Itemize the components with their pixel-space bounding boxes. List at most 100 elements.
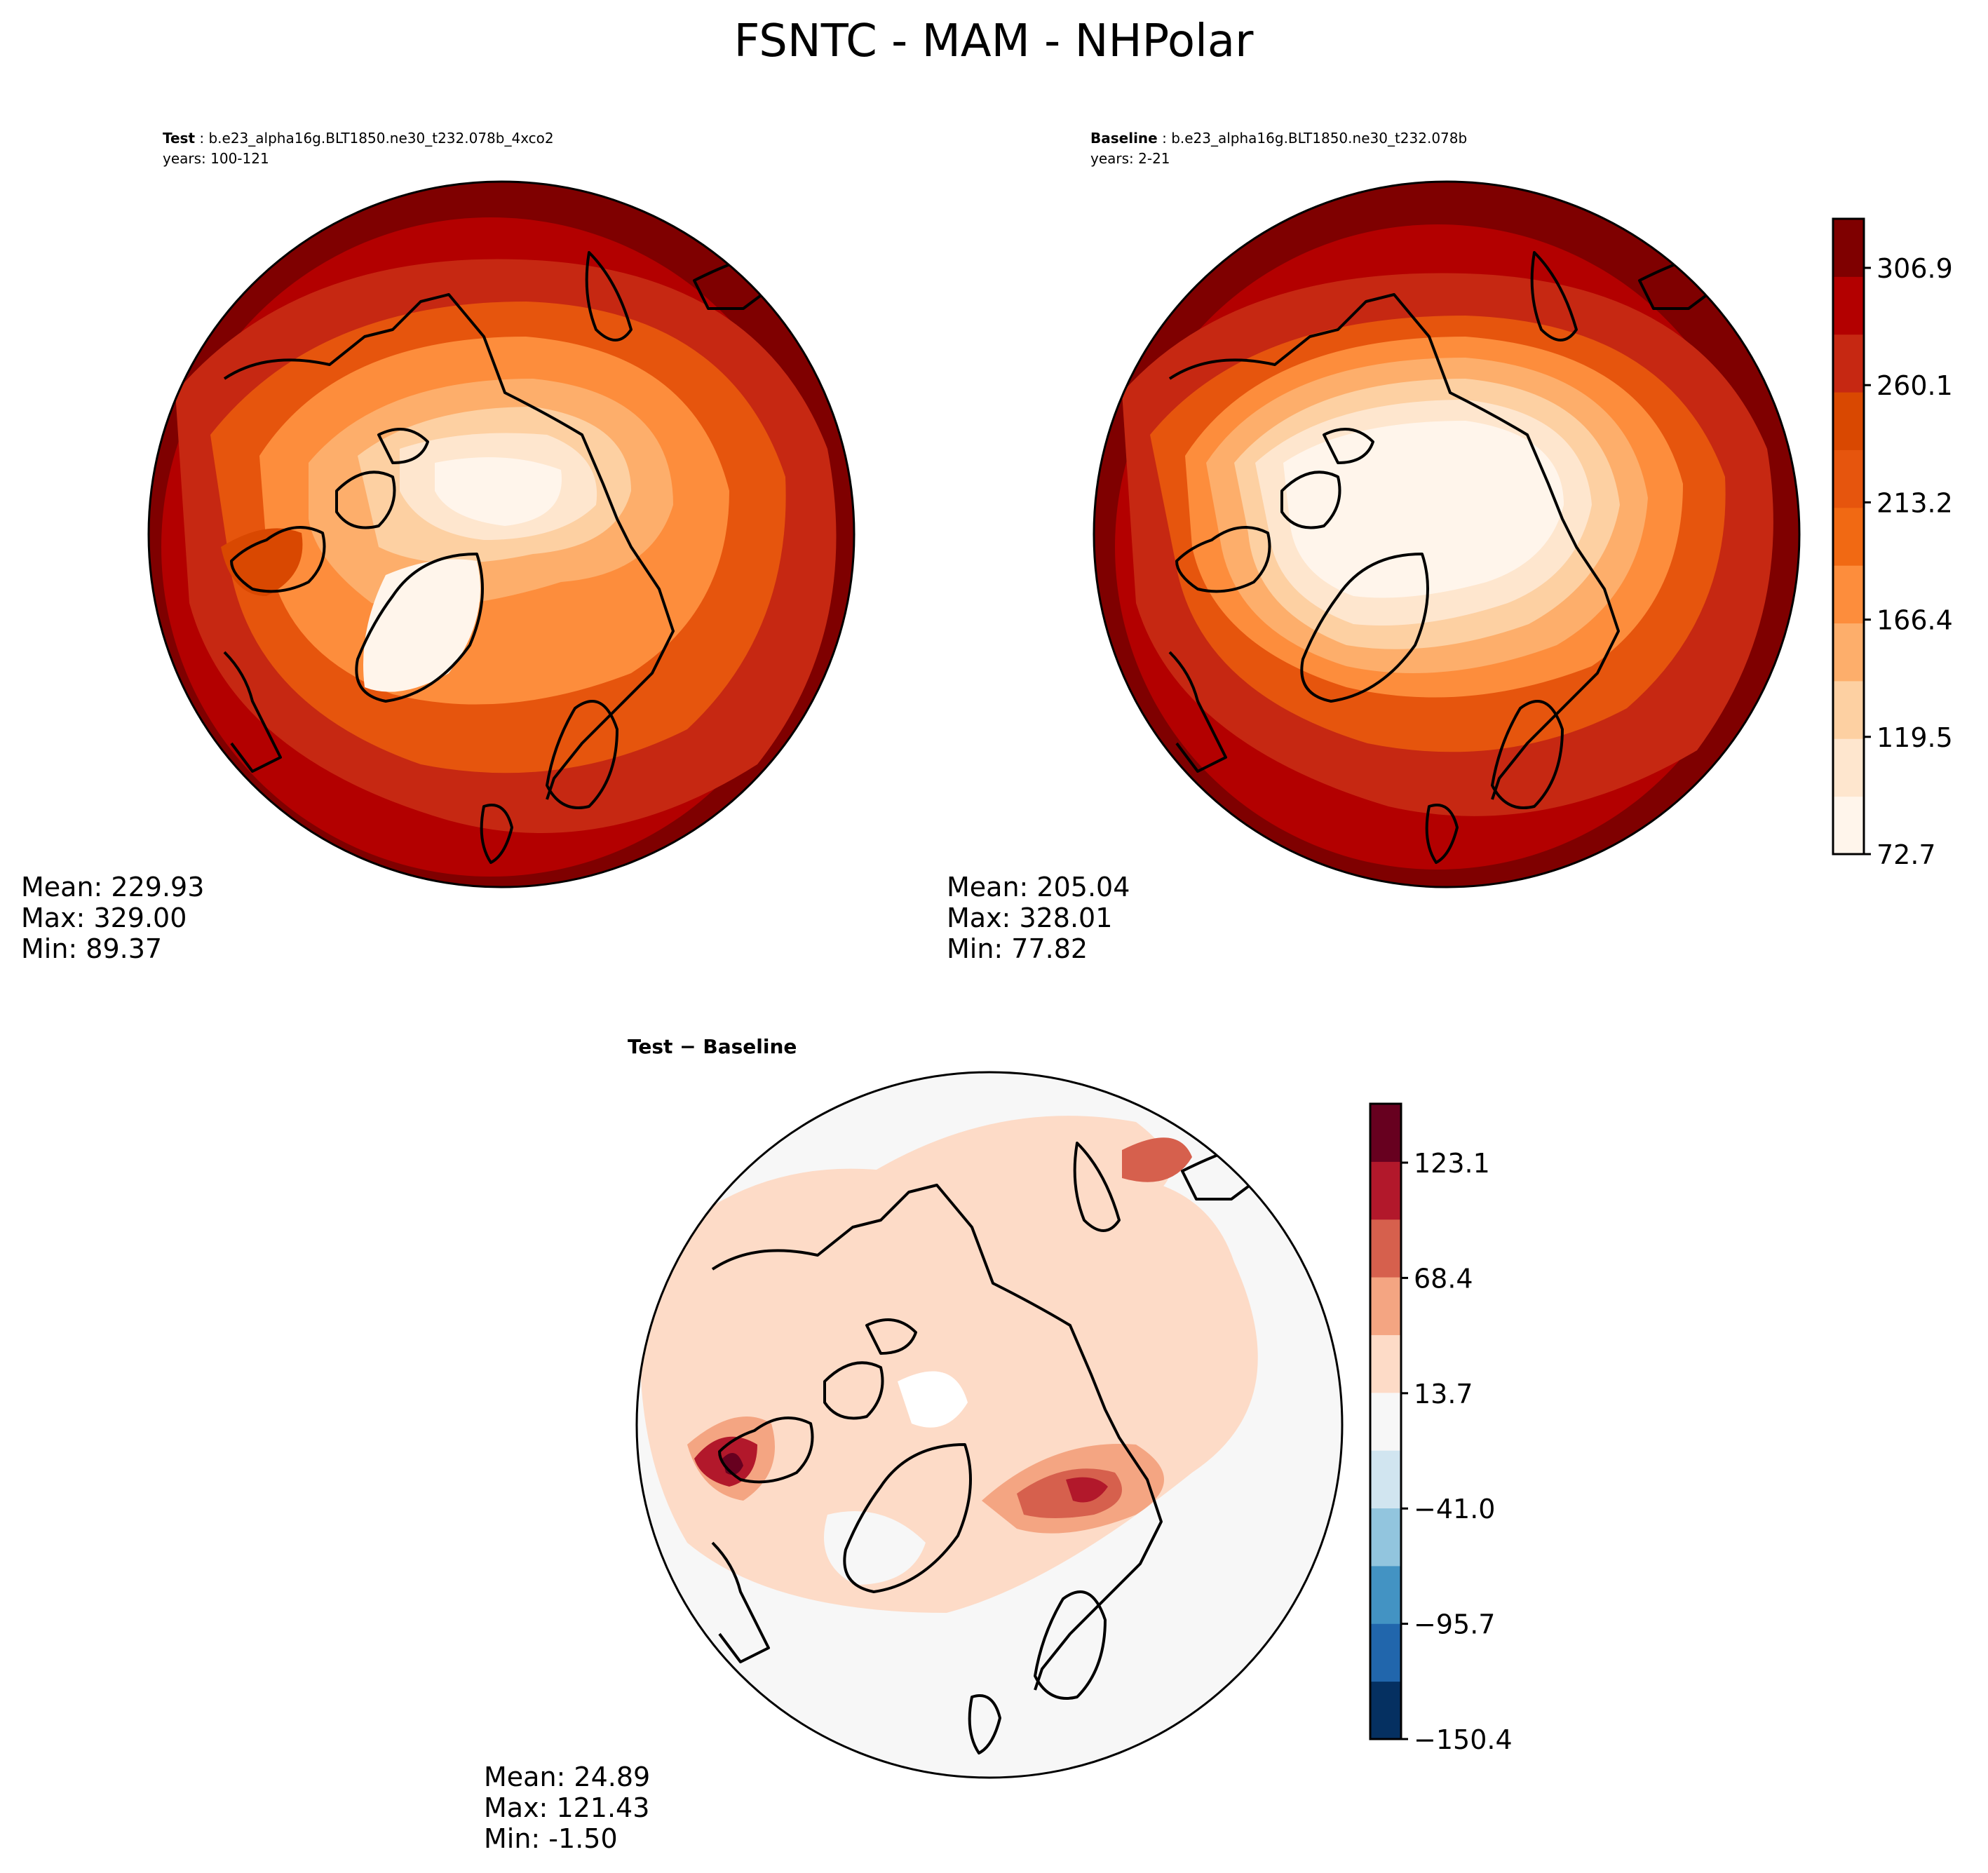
figure-title: FSNTC - MAM - NHPolar [734,15,1254,67]
alaska-peninsula [585,251,633,342]
baseline-map-border [1093,180,1801,888]
test-contour-level [435,457,562,526]
colorbar-frame [1369,1102,1402,1740]
test-map-border [147,180,856,888]
scandinavia-outline [546,700,618,809]
test-stat-min: Min: 89.37 [21,933,162,964]
scandinavia-outline [1034,1590,1107,1700]
arctic-island [377,428,429,464]
difference-map-border [635,1071,1344,1779]
labrador-coast [223,651,282,773]
difference-stat-min: Min: -1.50 [484,1823,618,1854]
colorbar-segment [1370,1392,1401,1451]
difference-colorbar: 123.1 68.4 13.7 −41.0 −95.7 −150.4 [1369,1102,1513,1755]
test-stat-max: Max: 329.00 [21,902,187,933]
test-panel-years: years: 100-121 [163,150,269,167]
baseline-stat-max: Max: 328.01 [947,902,1112,933]
colorbar-segment [1370,1623,1401,1682]
greenland-field [363,559,480,692]
test-coastlines [223,251,773,864]
test-map [149,182,854,887]
baseline-stat-min: Min: 77.82 [947,933,1088,964]
colorbar-tick-label: 68.4 [1414,1263,1473,1294]
colorbar-segment [1370,1277,1401,1335]
colorbar-segment [1370,1508,1401,1567]
colorbar-segment [1370,1104,1401,1162]
hudson-bay-outline [718,1416,814,1484]
colorbar-segment [1370,1334,1401,1393]
colorbar-tick-label: 260.1 [1877,370,1953,401]
arctic-island [1323,428,1374,464]
colorbar-segment [1370,1161,1401,1220]
baseline-coastlines [1168,251,1718,864]
diff-coastlines [711,1142,1261,1754]
main-colorbar: 306.9 260.1 213.2 166.4 119.5 72.7 [1832,217,1953,870]
baseline-panel-years: years: 2-21 [1090,150,1170,167]
diff-contour-level [898,1371,968,1428]
baseline-stat-mean: Mean: 205.04 [947,872,1130,902]
difference-panel: Test − Baseline [484,1035,1344,1854]
difference-stat-max: Max: 121.43 [484,1792,649,1823]
colorbar-segment [1833,334,1864,393]
baseline-contour-level [1283,421,1564,598]
hudson-bay-outline [1175,526,1271,593]
baseline-map [1094,182,1799,887]
colorbar-tick-label: 306.9 [1877,253,1953,284]
eurasia-coast [1168,293,1620,800]
colorbar-segment [1833,623,1864,682]
colorbar-segment [1833,680,1864,739]
colorbar-segment [1833,507,1864,566]
test-panel-header: Test : b.e23_alpha16g.BLT1850.ne30_t232.… [163,130,554,147]
difference-map [637,1072,1342,1778]
greenland-outline [1300,553,1429,703]
colorbar-segment [1833,565,1864,624]
colorbar-segment [1370,1681,1401,1740]
difference-stat-mean: Mean: 24.89 [484,1762,650,1792]
colorbar-segment [1370,1450,1401,1509]
greenland-outline [355,553,484,703]
arctic-archipelago [823,1361,884,1420]
arctic-archipelago [1280,471,1341,529]
colorbar-segment [1833,796,1864,855]
hudson-bay-outline [230,526,326,593]
colorbar-tick-label: 166.4 [1877,605,1953,636]
colorbar-frame [1832,217,1865,856]
colorbar-segment [1833,219,1864,277]
labrador-coast [1168,651,1227,773]
baseline-panel-header: Baseline : b.e23_alpha16g.BLT1850.ne30_t… [1090,130,1467,147]
diff-contour-level [824,1511,926,1585]
colorbar-tick-label: 119.5 [1877,722,1953,753]
test-stat-mean: Mean: 229.93 [21,872,204,902]
british-isles-outline [1425,804,1459,864]
colorbar-tick-label: 72.7 [1877,839,1936,870]
colorbar-tick-label: −95.7 [1414,1609,1495,1640]
colorbar-segment [1833,276,1864,335]
colorbar-tick-label: −41.0 [1414,1494,1495,1524]
eurasia-coast [223,293,675,800]
difference-panel-header: Test − Baseline [628,1035,797,1058]
alaska-peninsula [1530,251,1578,342]
british-isles-outline [480,804,513,864]
test-panel: Test : b.e23_alpha16g.BLT1850.ne30_t232.… [21,130,856,964]
colorbar-segment [1370,1219,1401,1278]
diff-contour-level [841,1116,1171,1206]
greenland-outline [843,1443,972,1593]
colorbar-tick-label: 123.1 [1414,1148,1490,1179]
diff-contour-level [1066,1477,1108,1503]
scandinavia-outline [1491,700,1564,809]
colorbar-segment [1833,449,1864,508]
colorbar-tick-label: 213.2 [1877,487,1953,518]
arctic-archipelago [335,471,396,529]
colorbar-tick-label: 13.7 [1414,1379,1473,1409]
arctic-island [865,1318,917,1355]
labrador-coast [711,1541,770,1663]
british-isles-outline [968,1694,1001,1754]
alaska-peninsula [1073,1142,1121,1232]
eurasia-coast [711,1184,1163,1691]
colorbar-segment [1833,392,1864,450]
colorbar-tick-label: −150.4 [1414,1724,1513,1755]
baseline-panel: Baseline : b.e23_alpha16g.BLT1850.ne30_t… [947,130,1801,964]
diff-contour-level [1122,1137,1192,1182]
colorbar-segment [1833,738,1864,797]
